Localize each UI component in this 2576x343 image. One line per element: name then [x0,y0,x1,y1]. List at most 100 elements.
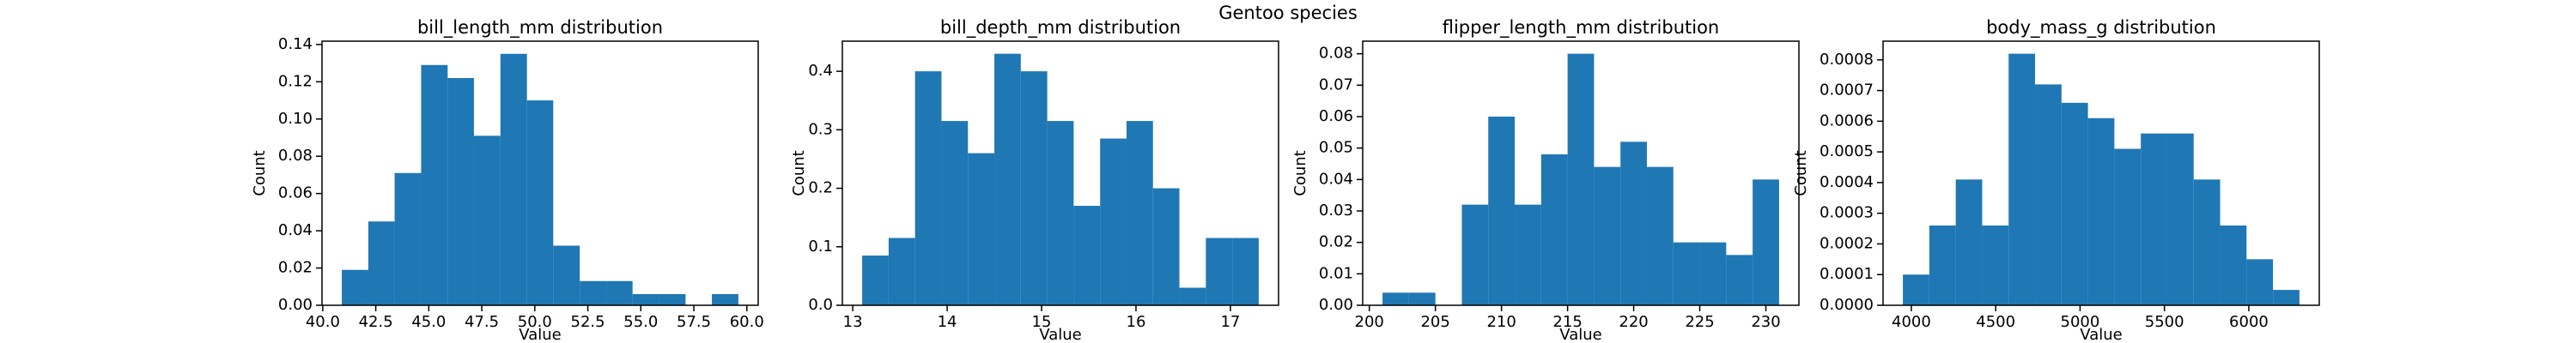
y-tick-label: 0.07 [1319,75,1353,93]
x-tick-label: 225 [1685,313,1714,331]
bar [1047,121,1074,305]
x-tick-label: 205 [1420,313,1449,331]
bar [500,53,527,305]
x-tick-label: 15 [1032,313,1052,331]
bar [862,256,889,305]
bar [1020,71,1048,306]
x-tick-label: 42.5 [359,313,393,331]
bar [606,280,633,305]
y-tick-label: 0.1 [808,238,833,256]
bar [2220,225,2247,305]
bar [394,172,422,305]
x-tick-label: 6000 [2229,313,2269,331]
y-tick-label: 0.04 [1319,170,1353,188]
y-tick-label: 0.06 [1319,107,1353,125]
bar [447,78,474,305]
y-tick-label: 0.0005 [1820,142,1874,160]
y-tick-label: 0.02 [278,259,313,277]
bar [1408,292,1436,305]
y-tick-label: 0.12 [278,72,313,90]
y-tick-label: 0.0002 [1820,234,1874,252]
bar [2114,148,2142,305]
x-tick-label: 210 [1486,313,1516,331]
bar [1753,179,1779,305]
x-tick-label: 14 [938,313,957,331]
bar [1126,121,1153,305]
axes-title: bill_length_mm distribution [417,17,663,39]
x-axis-label: Value [1559,326,1601,343]
bar [2087,117,2115,305]
bar [1206,238,1233,305]
y-tick-label: 0.06 [278,184,313,202]
y-tick-label: 0.14 [278,35,313,53]
y-tick-label: 0.0003 [1820,204,1874,222]
bar [1903,274,1929,305]
bar [2193,179,2221,305]
bar [1461,204,1489,305]
x-tick-label: 40.0 [306,313,340,331]
x-tick-label: 220 [1619,313,1648,331]
bar [712,293,738,305]
bar [2061,102,2088,305]
bar [2035,84,2062,305]
x-tick-label: 230 [1751,313,1780,331]
y-tick-label: 0.0004 [1820,173,1874,191]
x-tick-label: 47.5 [465,313,499,331]
bar [1929,225,1956,305]
y-tick-label: 0.3 [808,120,833,138]
bar [421,64,448,305]
bar [2273,290,2300,305]
y-tick-label: 0.0006 [1820,111,1874,129]
y-axis-label: Count [1291,150,1309,196]
x-tick-label: 60.0 [730,313,764,331]
y-tick-label: 0.00 [1319,296,1353,314]
bar [1232,238,1259,305]
x-tick-label: 52.5 [571,313,605,331]
x-tick-label: 55.0 [623,313,658,331]
bar [888,238,915,305]
bar [580,280,607,305]
bar [1152,188,1180,305]
y-tick-label: 0.03 [1319,202,1353,220]
bar [914,71,942,306]
bar [2141,133,2167,305]
x-tick-label: 5000 [2061,313,2100,331]
x-tick-label: 4500 [1976,313,2015,331]
bar [368,221,395,305]
bar [968,153,995,305]
bar [1594,166,1621,305]
bar [2008,53,2036,306]
bar [1100,138,1127,305]
bar [1620,141,1647,305]
bar [2246,259,2274,305]
bar [1646,166,1674,305]
x-tick-label: 17 [1220,313,1240,331]
bar [1982,225,2009,305]
y-tick-label: 0.04 [278,221,313,239]
bar [994,53,1021,306]
y-axis-label: Count [251,150,269,196]
axes-title: body_mass_g distribution [1986,17,2216,39]
x-tick-label: 215 [1552,313,1582,331]
axes-title: flipper_length_mm distribution [1443,17,1719,39]
figure-title: Gentoo species [1218,3,1358,23]
bar [1673,242,1700,305]
x-axis-label: Value [519,326,561,343]
x-tick-label: 50.0 [518,313,552,331]
bar [2166,133,2194,305]
y-tick-label: 0.0008 [1820,51,1874,69]
bar [1699,242,1727,305]
x-tick-label: 57.5 [677,313,711,331]
y-tick-label: 0.08 [278,147,313,165]
x-tick-label: 5500 [2145,313,2184,331]
x-tick-label: 200 [1355,313,1384,331]
bar [632,293,659,305]
y-tick-label: 0.0 [808,296,833,314]
y-axis-label: Count [790,150,808,196]
bar [473,135,501,305]
x-tick-label: 16 [1127,313,1146,331]
axes-frame [841,40,1279,306]
y-tick-label: 0.05 [1319,139,1353,157]
bar [342,269,368,305]
